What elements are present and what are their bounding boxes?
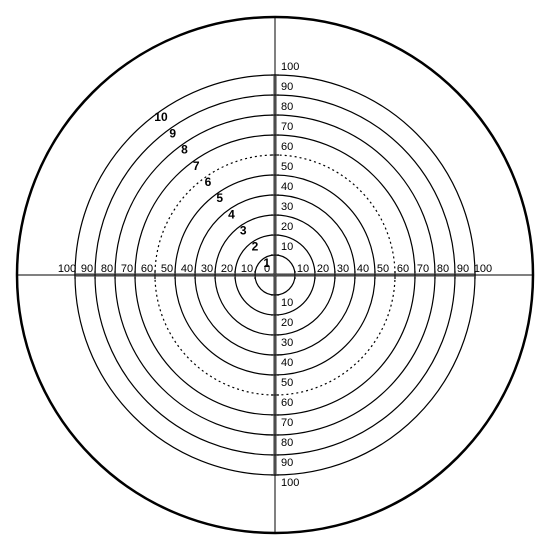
axis-label-right: 30 [337,263,349,275]
axis-label-top: 90 [281,81,293,93]
axis-label-left: 20 [221,263,233,275]
axis-label-bottom: 90 [281,457,293,469]
axis-label-left: 40 [181,263,193,275]
axis-label-bottom: 70 [281,417,293,429]
ring-number-4: 4 [228,207,235,221]
axis-label-right: 70 [417,263,429,275]
axis-label-left: 70 [121,263,133,275]
axis-label-bottom: 20 [281,317,293,329]
axis-label-bottom: 50 [281,377,293,389]
ring-number-6: 6 [205,175,212,189]
axis-label-top: 40 [281,181,293,193]
axis-label-top: 100 [281,61,299,73]
axis-label-top: 10 [281,241,293,253]
reticle-diagram: 10 20 30 40 50 60 70 80 90 100 10 20 30 40 50 60 70 80 90 1… [0,0,550,550]
axis-label-top: 20 [281,221,293,233]
axis-label-bottom: 100 [281,477,299,489]
axis-label-top: 80 [281,101,293,113]
axis-label-top: 50 [281,161,293,173]
ring-number-8: 8 [181,143,188,157]
ring-number-5: 5 [216,191,223,205]
axis-label-right: 60 [397,263,409,275]
axis-label-left: 80 [101,263,113,275]
axis-label-right: 50 [377,263,389,275]
axis-label-left: 90 [81,263,93,275]
axis-label-right: 20 [317,263,329,275]
axis-label-left: 50 [161,263,173,275]
ring-number-3: 3 [240,223,247,237]
axis-label-left: 100 [58,263,76,275]
axis-label-top: 70 [281,121,293,133]
axis-label-right: 40 [357,263,369,275]
axis-label-right: 100 [474,263,492,275]
ring-number-9: 9 [169,126,176,140]
axis-label-left: 60 [141,263,153,275]
axis-label-bottom: 10 [281,297,293,309]
axis-label-right: 10 [297,263,309,275]
axis-label-bottom: 60 [281,397,293,409]
ring-number-7: 7 [193,159,200,173]
axis-label-bottom: 40 [281,357,293,369]
axis-label-left: 10 [241,263,253,275]
axis-label-right: 80 [437,263,449,275]
axis-label-top: 60 [281,141,293,153]
axis-label-right: 90 [457,263,469,275]
axis-label-bottom: 30 [281,337,293,349]
axis-label-top: 30 [281,201,293,213]
ring-number-10: 10 [154,110,168,124]
ring-number-2: 2 [252,240,259,254]
ring-number-1: 1 [263,256,270,270]
axis-label-bottom: 80 [281,437,293,449]
axis-label-left: 30 [201,263,213,275]
